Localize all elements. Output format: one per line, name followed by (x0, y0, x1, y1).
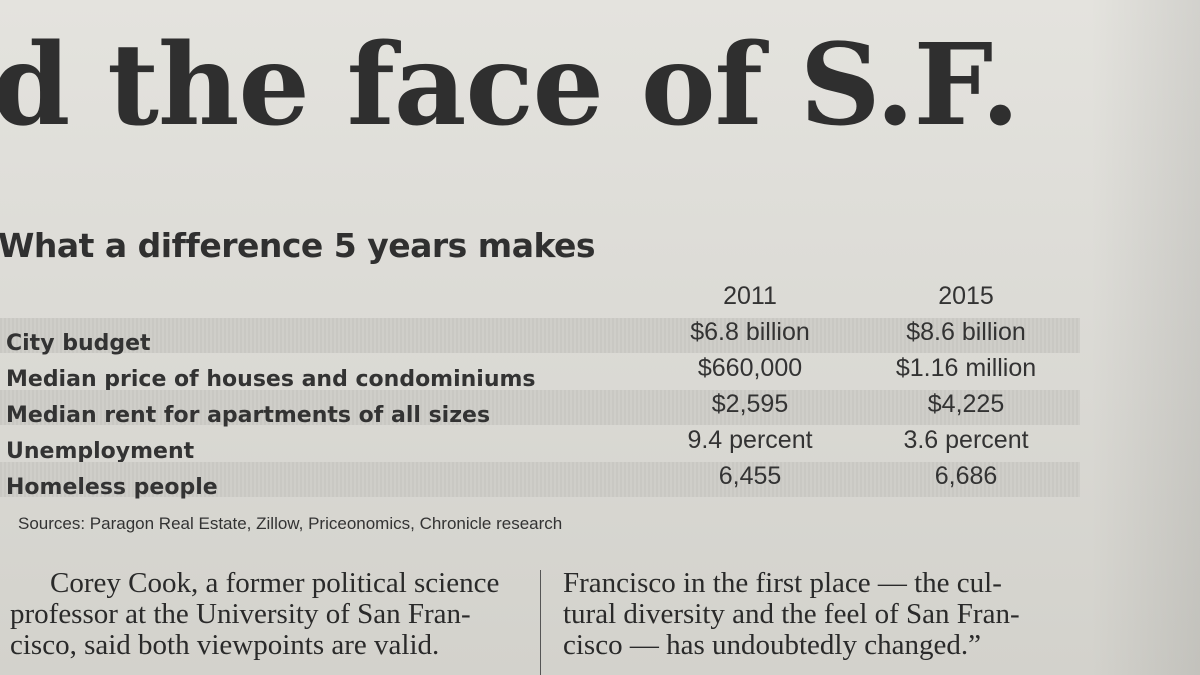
value-2011: 9.4 percent (687, 426, 813, 454)
column-header-2011: 2011 (723, 282, 777, 310)
row-label: City budget (6, 331, 151, 356)
article-line: tural diversity and the feel of San Fran… (563, 598, 1020, 630)
row-label: Median rent for apartments of all sizes (6, 403, 491, 428)
row-label: Unemployment (6, 439, 195, 464)
page-edge-shadow (1090, 0, 1200, 675)
sources-credit: Sources: Paragon Real Estate, Zillow, Pr… (18, 514, 563, 533)
value-2015: 3.6 percent (903, 426, 1029, 454)
row-label: Median price of houses and condominiums (6, 367, 536, 392)
value-2011: 6,455 (718, 462, 782, 490)
headline: d the face of S.F. (0, 20, 1020, 151)
article-line: Corey Cook, a former political science (50, 567, 500, 599)
value-2011: $2,595 (711, 390, 789, 418)
table-row: City budget $6.8 billion $8.6 billion (0, 318, 1080, 356)
column-header-2015: 2015 (938, 282, 994, 310)
table-row: Median price of houses and condominiums … (0, 354, 1080, 392)
article-line: professor at the University of San Fran- (10, 598, 471, 630)
table-title: What a difference 5 years makes (0, 226, 596, 265)
value-2015: 6,686 (934, 462, 998, 490)
article-column-right: Francisco in the first place — the cul- … (563, 568, 1020, 661)
column-divider (540, 570, 541, 675)
article-line: cisco — has undoubtedly changed.” (563, 629, 981, 661)
value-2015: $4,225 (927, 390, 1005, 418)
table-row: Median rent for apartments of all sizes … (0, 390, 1080, 428)
table-row: Unemployment 9.4 percent 3.6 percent (0, 426, 1080, 464)
value-2015: $1.16 million (895, 354, 1037, 382)
value-2011: $660,000 (697, 354, 803, 382)
table-row: Homeless people 6,455 6,686 (0, 462, 1080, 500)
row-label: Homeless people (6, 475, 218, 500)
article-column-left: Corey Cook, a former political science p… (10, 568, 499, 661)
value-2015: $8.6 billion (906, 318, 1026, 346)
article-line: Francisco in the first place — the cul- (563, 567, 1002, 599)
article-line: cisco, said both viewpoints are valid. (10, 629, 440, 661)
value-2011: $6.8 billion (690, 318, 810, 346)
